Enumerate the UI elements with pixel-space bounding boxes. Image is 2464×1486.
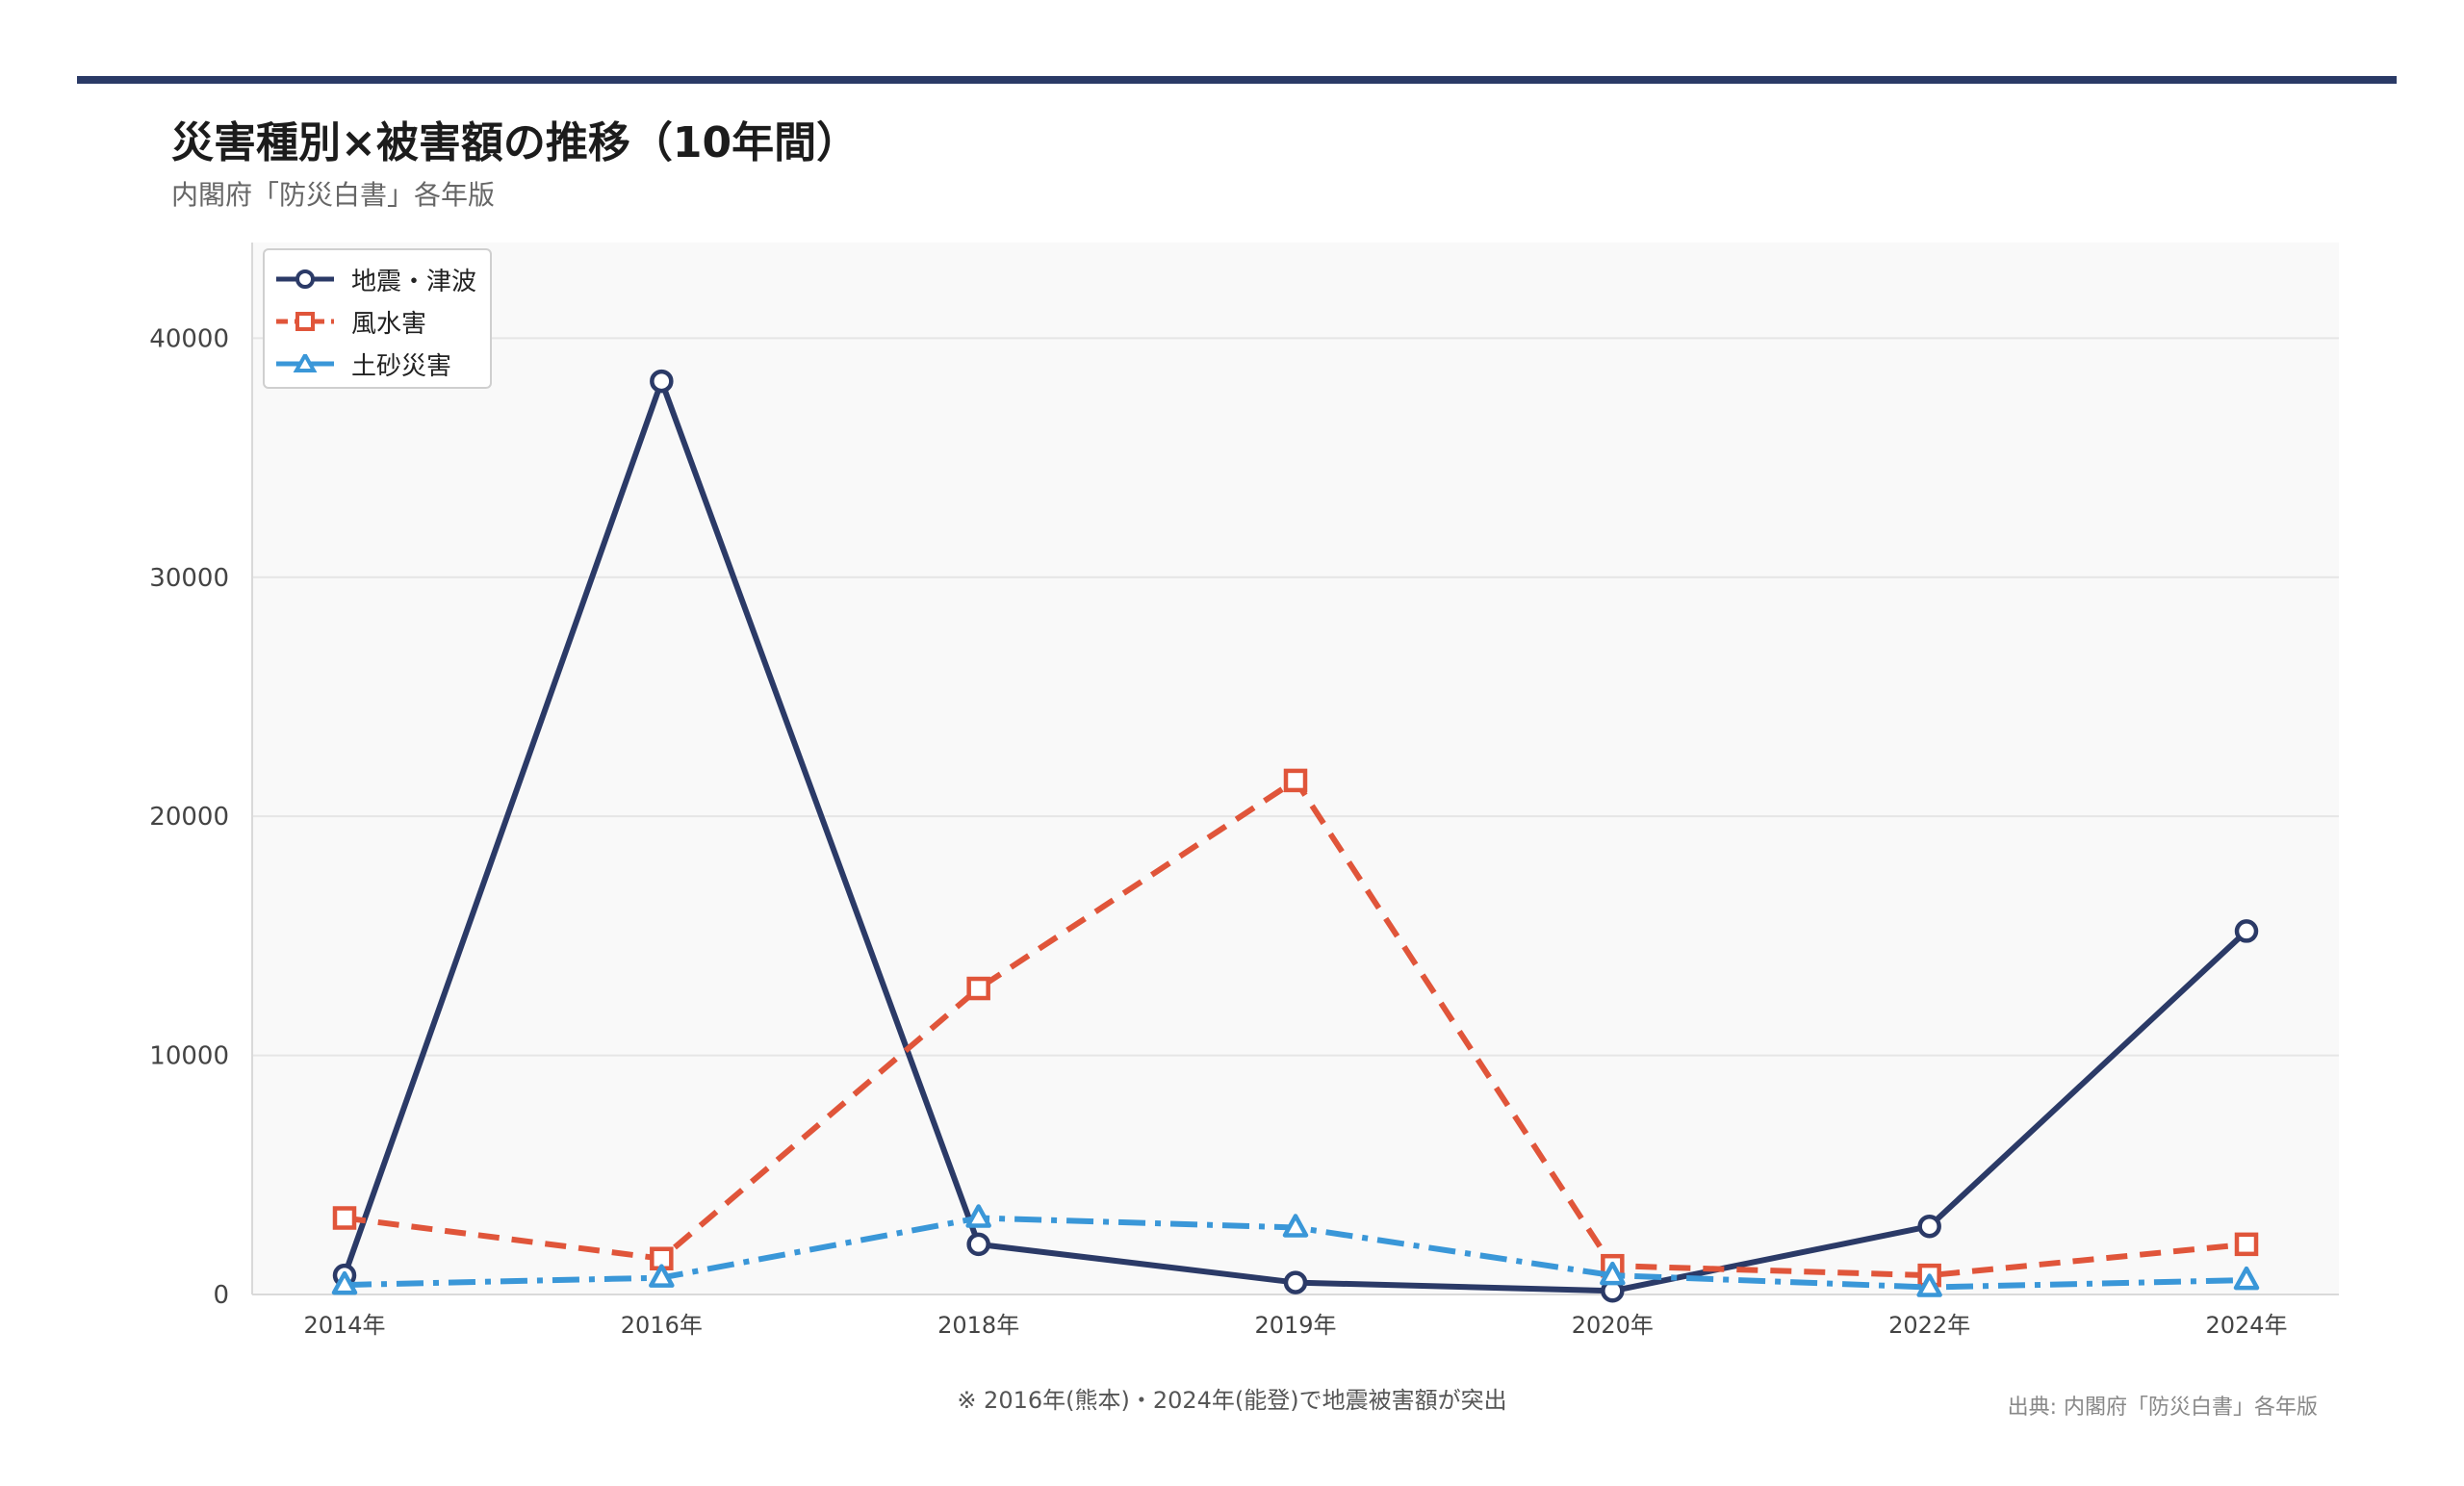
- data-point-triangle: [1600, 1261, 1626, 1286]
- data-point-triangle: [649, 1264, 675, 1288]
- x-tick-label: 2016年: [621, 1312, 703, 1339]
- legend-swatch-flood: [276, 312, 334, 331]
- chart-footnote: ※ 2016年(熊本)・2024年(能登)で地震被害額が突出: [957, 1387, 1507, 1414]
- data-point-triangle: [1916, 1273, 1942, 1297]
- data-point-circle: [1917, 1214, 1941, 1239]
- legend-label-flood: 風水害: [351, 309, 427, 339]
- legend-swatch-earthquake: [276, 269, 334, 289]
- legend-label-earthquake: 地震・津波: [351, 267, 477, 296]
- y-tick-label: 20000: [149, 803, 229, 832]
- data-point-triangle: [1282, 1214, 1309, 1238]
- legend-item-landslide: 土砂災害: [274, 345, 451, 383]
- data-point-triangle: [965, 1204, 991, 1228]
- data-point-triangle: [2233, 1266, 2260, 1291]
- y-tick-label: 30000: [149, 564, 229, 593]
- data-point-circle: [2234, 919, 2259, 943]
- x-tick-label: 2024年: [2205, 1312, 2287, 1339]
- data-point-circle: [650, 369, 674, 394]
- plot-area: [252, 243, 2339, 1294]
- x-tick-label: 2014年: [303, 1312, 385, 1339]
- y-tick-label: 40000: [149, 324, 229, 353]
- chart-subtitle: 内閣府「防災白書」各年版: [171, 179, 496, 211]
- y-tick-label: 10000: [149, 1042, 229, 1071]
- y-tick-label: 0: [213, 1281, 229, 1310]
- legend-swatch-landslide: [276, 354, 334, 372]
- x-tick-label: 2019年: [1254, 1312, 1336, 1339]
- legend-item-flood: 風水害: [274, 302, 426, 341]
- chart-title: 災害種別×被害額の推移（10年間）: [171, 118, 860, 167]
- chart-source: 出典: 内閣府「防災白書」各年版: [2007, 1396, 2318, 1420]
- data-point-square: [332, 1206, 357, 1230]
- data-point-circle: [1283, 1270, 1308, 1294]
- legend-label-landslide: 土砂災害: [351, 351, 452, 381]
- header-rule: [77, 76, 2397, 84]
- legend-item-earthquake: 地震・津波: [274, 260, 476, 298]
- data-point-square: [2234, 1232, 2259, 1257]
- data-point-triangle: [331, 1270, 358, 1295]
- chart-legend: 地震・津波 風水害 土砂災害: [263, 248, 492, 389]
- x-tick-label: 2020年: [1572, 1312, 1654, 1339]
- data-point-square: [1283, 768, 1308, 793]
- data-point-circle: [966, 1232, 990, 1257]
- x-tick-label: 2022年: [1888, 1312, 1970, 1339]
- data-point-square: [966, 976, 990, 1001]
- x-tick-label: 2018年: [937, 1312, 1019, 1339]
